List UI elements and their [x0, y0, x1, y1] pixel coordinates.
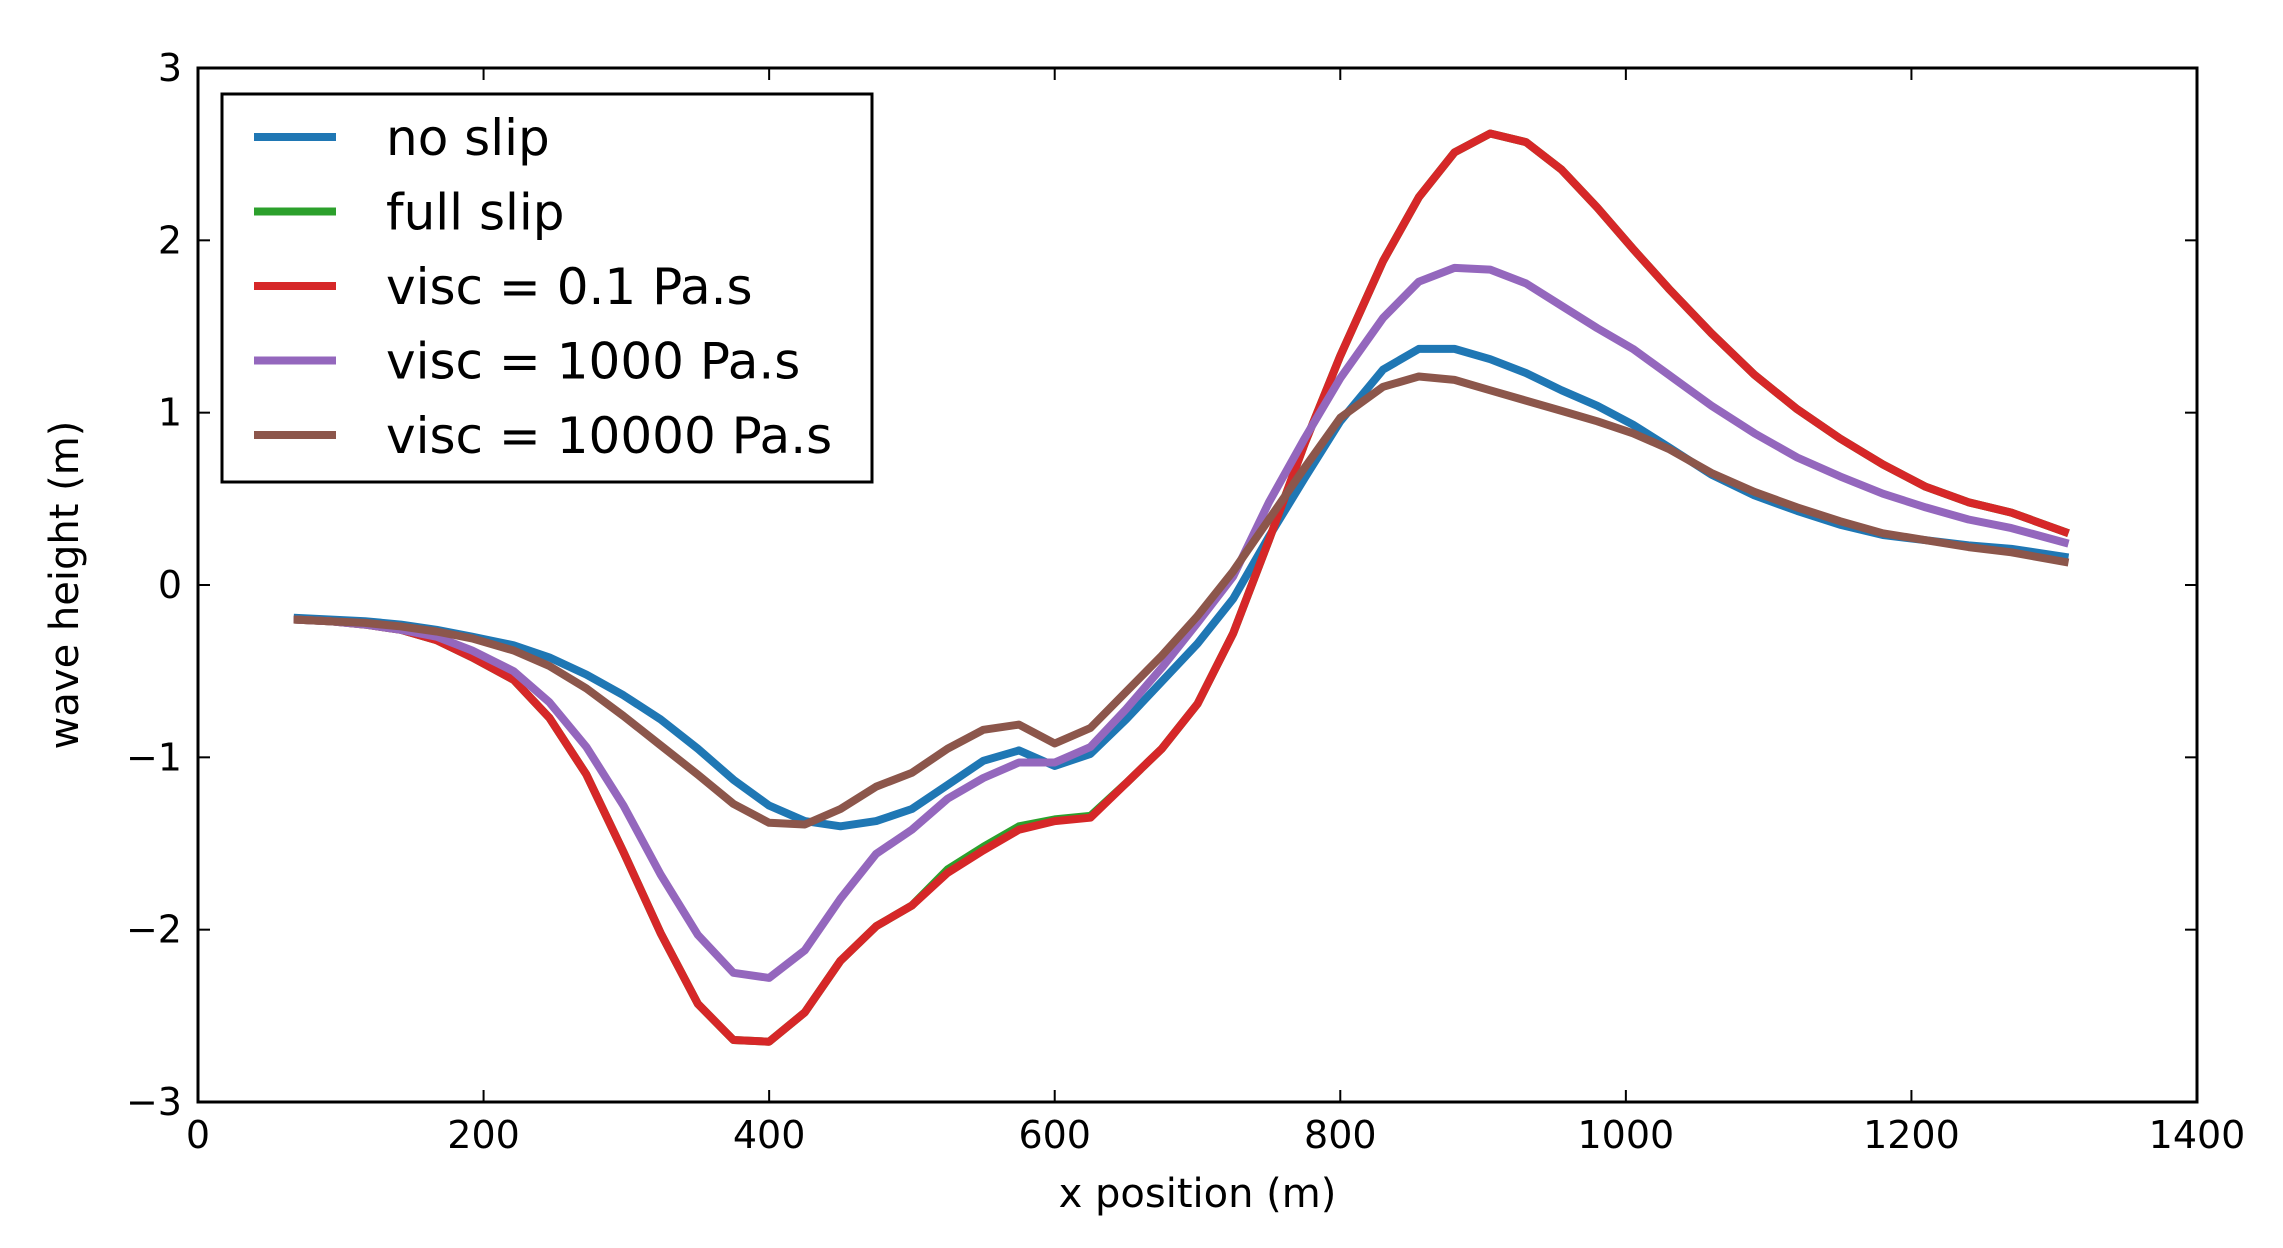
y-axis-label: wave height (m)	[42, 421, 88, 750]
series-line-2	[293, 129, 2070, 1046]
y-tick-label: −1	[126, 735, 182, 779]
y-tick-label: 1	[158, 391, 182, 435]
x-tick-label: 0	[186, 1113, 210, 1157]
legend-label-2: visc = 0.1 Pa.s	[386, 258, 753, 316]
y-tick-label: −3	[126, 1080, 182, 1124]
x-tick-label: 800	[1304, 1113, 1377, 1157]
legend-label-1: full slip	[386, 184, 565, 242]
series-layer	[293, 129, 2070, 1046]
x-tick-label: 400	[733, 1113, 806, 1157]
y-tick-label: 2	[158, 218, 182, 262]
x-tick-label: 600	[1018, 1113, 1091, 1157]
y-tick-label: 3	[158, 46, 182, 90]
legend: no slip full slip visc = 0.1 Pa.s visc = 10…	[220, 92, 874, 484]
x-tick-label: 200	[447, 1113, 520, 1157]
series-line-3	[293, 263, 2070, 982]
x-tick-label: 1000	[1577, 1113, 1674, 1157]
y-tick-label: −2	[126, 908, 182, 952]
legend-label-3: visc = 1000 Pa.s	[386, 333, 800, 391]
legend-label-0: no slip	[386, 109, 550, 167]
legend-label-4: visc = 10000 Pa.s	[386, 407, 832, 465]
y-tick-label: 0	[158, 563, 182, 607]
tick-layer: 0 200 400 600 800 1000 1200 1400 −3 −2 −1 0 1 2 3	[126, 46, 2245, 1157]
series-line-4	[293, 372, 2070, 829]
x-tick-label: 1200	[1863, 1113, 1960, 1157]
x-tick-label: 1400	[2149, 1113, 2246, 1157]
x-axis-label: x position (m)	[1059, 1171, 1337, 1217]
